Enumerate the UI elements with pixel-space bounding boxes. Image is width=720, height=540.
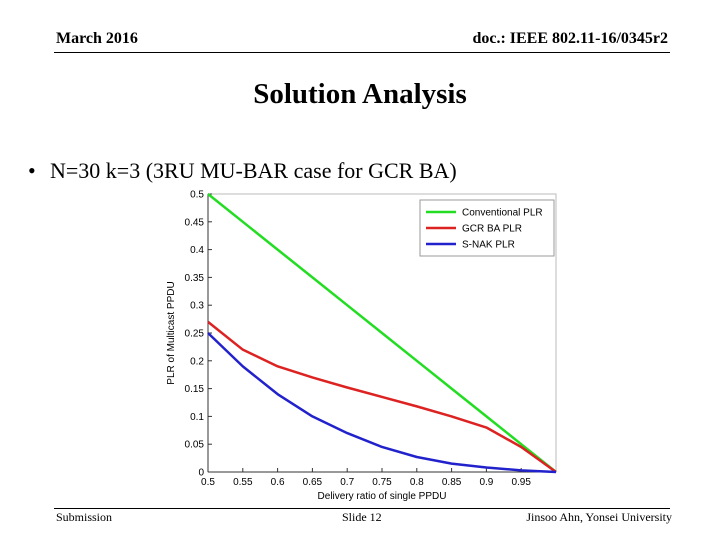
- y-tick-label: 0.25: [185, 329, 205, 340]
- footer-slide-number: Slide 12: [342, 510, 382, 524]
- series-line: [207, 332, 557, 474]
- y-tick-label: 0.2: [190, 356, 204, 367]
- y-tick-label: 0.5: [190, 190, 204, 201]
- y-tick-label: 0: [198, 468, 204, 479]
- x-axis-label: Delivery ratio of single PPDU: [318, 491, 447, 502]
- y-tick-label: 0.3: [190, 301, 204, 312]
- x-tick-label: 0.75: [372, 477, 392, 488]
- x-tick-label: 0.8: [410, 477, 424, 488]
- chart-legend: Conventional PLR GCR BA PLR S-NAK PLR: [419, 199, 555, 257]
- y-tick-label: 0.1: [190, 412, 204, 423]
- y-tick-label: 0.4: [190, 245, 204, 256]
- y-axis-label: PLR of Multicast PPDU: [166, 281, 177, 384]
- x-tick-label: 0.9: [479, 477, 493, 488]
- footer-author: Jinsoo Ahn, Yonsei University: [526, 510, 672, 524]
- slide-title: Solution Analysis: [253, 78, 467, 110]
- header-divider: [54, 52, 670, 53]
- x-tick-label: 0.6: [271, 477, 285, 488]
- chart-series: [207, 193, 557, 474]
- plr-chart: 0 0.05 0.1 0.15 0.2 0.25 0.3 0.35 0.4 0.45 0.5 0.5 0…: [166, 190, 557, 502]
- series-line: [207, 193, 557, 473]
- header-doc-id: doc.: IEEE 802.11-16/0345r2: [472, 30, 668, 47]
- y-tick-label: 0.15: [185, 384, 205, 395]
- x-tick-label: 0.95: [511, 477, 531, 488]
- header-date: March 2016: [56, 30, 138, 47]
- footer-divider: [54, 508, 670, 509]
- bullet-text: N=30 k=3 (3RU MU-BAR case for GCR BA): [50, 158, 457, 183]
- x-tick-label: 0.65: [303, 477, 323, 488]
- legend-label: S-NAK PLR: [462, 240, 515, 251]
- legend-label: Conventional PLR: [462, 208, 543, 219]
- bullet-symbol: •: [28, 158, 36, 183]
- chart-ticks: 0 0.05 0.1 0.15 0.2 0.25 0.3 0.35 0.4 0.45 0.5 0.5 0…: [185, 190, 532, 489]
- y-tick-label: 0.35: [185, 273, 205, 284]
- footer-submission: Submission: [56, 510, 113, 524]
- x-tick-label: 0.7: [340, 477, 354, 488]
- x-tick-label: 0.85: [442, 477, 462, 488]
- series-line: [207, 320, 557, 474]
- y-tick-label: 0.05: [185, 440, 205, 451]
- legend-label: GCR BA PLR: [462, 224, 522, 235]
- x-tick-label: 0.5: [201, 477, 215, 488]
- x-tick-label: 0.55: [233, 477, 253, 488]
- y-tick-label: 0.45: [185, 217, 205, 228]
- bullet-item: • N=30 k=3 (3RU MU-BAR case for GCR BA): [28, 158, 457, 184]
